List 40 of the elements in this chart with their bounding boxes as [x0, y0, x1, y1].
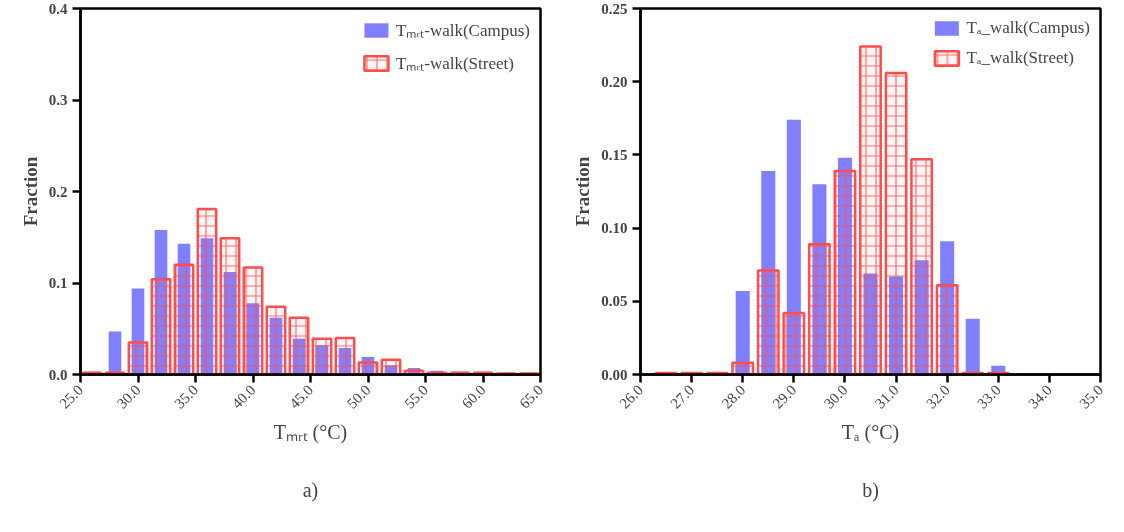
x-tick-label: 30.0 — [113, 381, 144, 412]
y-tick-label: 0.4 — [48, 0, 68, 17]
y-axis-title: Fraction — [19, 156, 41, 227]
y-tick-label: 0.2 — [48, 183, 68, 200]
y-tick-label: 0.05 — [601, 293, 628, 310]
x-tick-label: 33.0 — [974, 381, 1004, 412]
legend-label: Tₐ_walk(Campus) — [966, 18, 1090, 38]
x-tick-label: 65.0 — [516, 381, 547, 412]
x-tick-label: 34.0 — [1025, 381, 1056, 412]
y-tick-label: 0.3 — [48, 92, 68, 108]
y-tick-label: 0.25 — [601, 0, 628, 17]
legend-label: Tₐ_walk(Street) — [966, 48, 1074, 68]
text: a) — [302, 478, 319, 502]
x-tick-label: 32.0 — [922, 381, 953, 412]
x-tick-label: 30.0 — [820, 381, 851, 412]
x-tick-label: 31.0 — [871, 381, 902, 412]
y-tick-label: 0.1 — [48, 275, 68, 291]
x-axis-title: Tₘᵣₜ (°C) — [273, 421, 348, 445]
x-tick-label: 35.0 — [1076, 381, 1107, 412]
x-tick-label: 45.0 — [286, 381, 317, 412]
y-tick-label: 0.00 — [601, 366, 628, 383]
x-tick-label: 25.0 — [56, 381, 87, 412]
x-axis-title: Tₐ (°C) — [841, 421, 900, 445]
y-tick-label: 0.0 — [48, 366, 68, 383]
x-tick-label: 27.0 — [667, 381, 698, 412]
x-tick-label: 40.0 — [228, 381, 259, 412]
y-tick-label: 0.20 — [601, 73, 628, 90]
y-axis-title: Fraction — [572, 156, 594, 227]
legend-label: Tₘᵣₜ-walk(Campus) — [395, 20, 530, 41]
text: b) — [862, 478, 879, 502]
x-tick-label: 55.0 — [401, 381, 432, 412]
y-tick-label: 0.15 — [601, 146, 628, 163]
x-tick-label: 29.0 — [769, 381, 800, 412]
x-tick-label: 50.0 — [343, 381, 374, 412]
x-tick-label: 35.0 — [171, 381, 202, 412]
x-tick-label: 26.0 — [616, 381, 647, 412]
x-tick-label: 60.0 — [458, 381, 489, 412]
x-tick-label: 28.0 — [718, 381, 749, 412]
legend-label: Tₘᵣₜ-walk(Street) — [395, 53, 514, 74]
y-tick-label: 0.10 — [601, 220, 628, 237]
